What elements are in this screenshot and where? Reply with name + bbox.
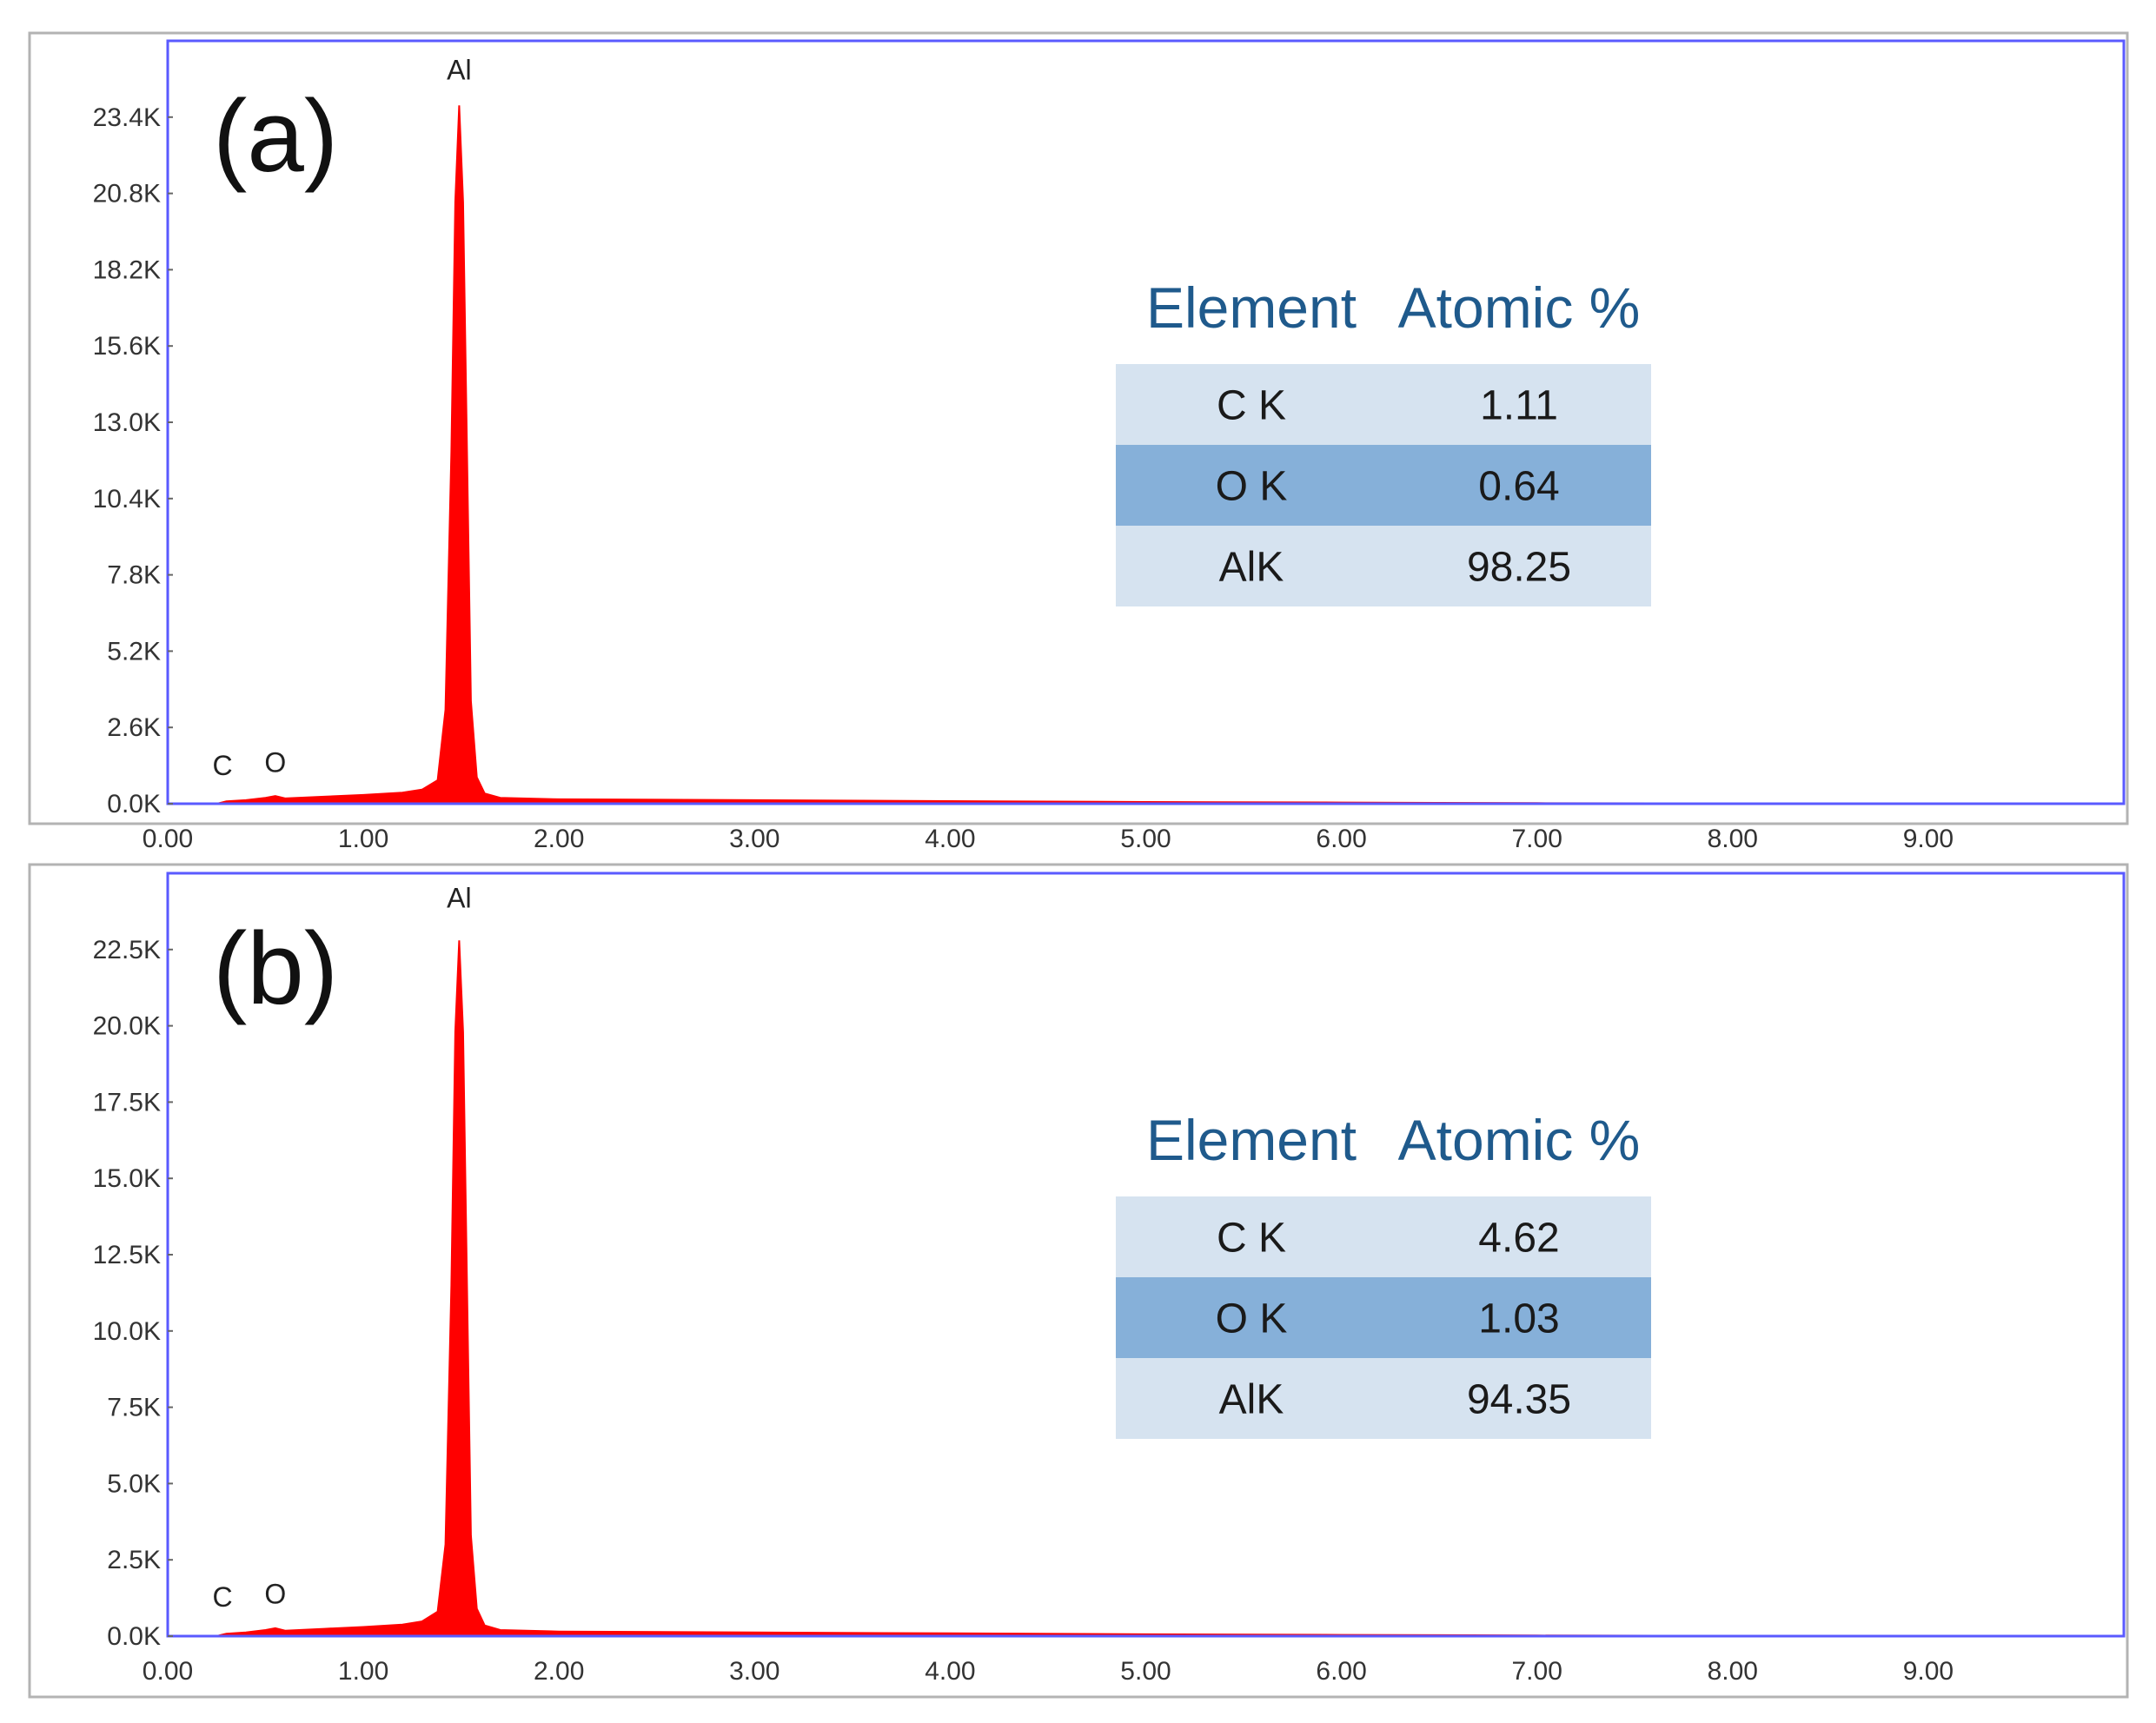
y-tick-label: 12.5K bbox=[93, 1241, 161, 1269]
peak-label-o: O bbox=[264, 747, 286, 779]
peak-label-al: Al bbox=[447, 55, 471, 86]
y-tick-label: 20.8K bbox=[93, 180, 161, 209]
table-row bbox=[1116, 526, 1651, 606]
y-tick-label: 10.0K bbox=[93, 1317, 161, 1346]
x-tick-label: 9.00 bbox=[1903, 825, 1954, 853]
table-cell-atomic-percent: 98.25 bbox=[1467, 545, 1571, 591]
table-cell-atomic-percent: 4.62 bbox=[1478, 1216, 1559, 1262]
y-tick-label: 2.6K bbox=[107, 713, 161, 742]
table-row bbox=[1116, 1196, 1651, 1277]
y-tick-label: 0.0K bbox=[107, 790, 161, 818]
y-tick-label: 0.0K bbox=[107, 1622, 161, 1651]
y-tick-label: 17.5K bbox=[93, 1088, 161, 1117]
composition-table: Element Atomic % C K 4.62 O K 1.03 AlK 94.35 bbox=[1116, 1108, 1651, 1439]
spectrum-panel-a: 0.00 1.00 2.00 3.00 4.00 5.00 6.00 7.00 8.00 9.00… bbox=[28, 31, 2129, 853]
x-tick-label: 6.00 bbox=[1316, 1657, 1366, 1686]
table-cell-atomic-percent: 0.64 bbox=[1478, 464, 1559, 510]
x-tick-label: 6.00 bbox=[1316, 825, 1366, 853]
x-tick-label: 4.00 bbox=[925, 825, 975, 853]
table-cell-element: AlK bbox=[1219, 1377, 1284, 1423]
table-header-element: Element bbox=[1146, 1108, 1357, 1172]
table-row bbox=[1116, 445, 1651, 526]
table-cell-atomic-percent: 1.11 bbox=[1480, 383, 1558, 429]
peak-label-c: C bbox=[212, 750, 232, 781]
table-cell-element: AlK bbox=[1219, 545, 1284, 591]
spectrum-panel-b: 0.00 1.00 2.00 3.00 4.00 5.00 6.00 7.00 8.00 9.00… bbox=[28, 863, 2129, 1699]
table-row bbox=[1116, 1358, 1651, 1439]
x-tick-label: 5.00 bbox=[1120, 825, 1171, 853]
y-tick-label: 18.2K bbox=[93, 255, 161, 284]
table-cell-atomic-percent: 1.03 bbox=[1478, 1296, 1559, 1342]
table-cell-element: O K bbox=[1216, 1296, 1288, 1342]
x-tick-label: 8.00 bbox=[1708, 825, 1758, 853]
x-tick-label: 3.00 bbox=[729, 825, 779, 853]
panel-label: (a) bbox=[213, 79, 338, 194]
y-tick-label: 13.0K bbox=[93, 408, 161, 437]
panel-frame bbox=[28, 31, 2129, 825]
table-cell-element: C K bbox=[1217, 383, 1286, 429]
table-cell-atomic-percent: 94.35 bbox=[1467, 1377, 1571, 1423]
x-tick-label: 1.00 bbox=[338, 1657, 388, 1686]
table-cell-element: C K bbox=[1217, 1216, 1286, 1262]
panel-label: (b) bbox=[213, 911, 338, 1026]
table-header-atomic-percent: Atomic % bbox=[1398, 275, 1641, 340]
peak-label-al: Al bbox=[447, 883, 471, 914]
y-tick-label: 2.5K bbox=[107, 1546, 161, 1574]
table-row bbox=[1116, 1277, 1651, 1358]
x-tick-label: 7.00 bbox=[1512, 825, 1562, 853]
x-tick-label: 7.00 bbox=[1512, 1657, 1562, 1686]
x-tick-label: 8.00 bbox=[1708, 1657, 1758, 1686]
y-tick-label: 20.0K bbox=[93, 1012, 161, 1041]
x-tick-label: 0.00 bbox=[143, 825, 193, 853]
x-tick-label: 4.00 bbox=[925, 1657, 975, 1686]
y-tick-label: 23.4K bbox=[93, 103, 161, 132]
composition-table: Element Atomic % C K 1.11 O K 0.64 AlK 98.25 bbox=[1116, 275, 1651, 606]
x-tick-label: 5.00 bbox=[1120, 1657, 1171, 1686]
table-header-atomic-percent: Atomic % bbox=[1398, 1108, 1641, 1172]
table-row bbox=[1116, 364, 1651, 445]
x-tick-label: 0.00 bbox=[143, 1657, 193, 1686]
table-cell-element: O K bbox=[1216, 464, 1288, 510]
y-tick-label: 7.5K bbox=[107, 1394, 161, 1422]
y-tick-label: 22.5K bbox=[93, 936, 161, 964]
y-tick-label: 7.8K bbox=[107, 561, 161, 590]
y-tick-label: 15.0K bbox=[93, 1164, 161, 1193]
x-tick-label: 1.00 bbox=[338, 825, 388, 853]
peak-label-o: O bbox=[264, 1578, 286, 1609]
y-tick-label: 15.6K bbox=[93, 332, 161, 361]
y-tick-label: 5.2K bbox=[107, 637, 161, 666]
table-header-element: Element bbox=[1146, 275, 1357, 340]
y-tick-label: 5.0K bbox=[107, 1469, 161, 1498]
y-tick-label: 10.4K bbox=[93, 485, 161, 514]
panel-frame bbox=[28, 863, 2129, 1699]
x-tick-label: 3.00 bbox=[729, 1657, 779, 1686]
x-tick-label: 9.00 bbox=[1903, 1657, 1954, 1686]
peak-label-c: C bbox=[212, 1581, 232, 1613]
x-tick-label: 2.00 bbox=[534, 825, 584, 853]
x-tick-label: 2.00 bbox=[534, 1657, 584, 1686]
